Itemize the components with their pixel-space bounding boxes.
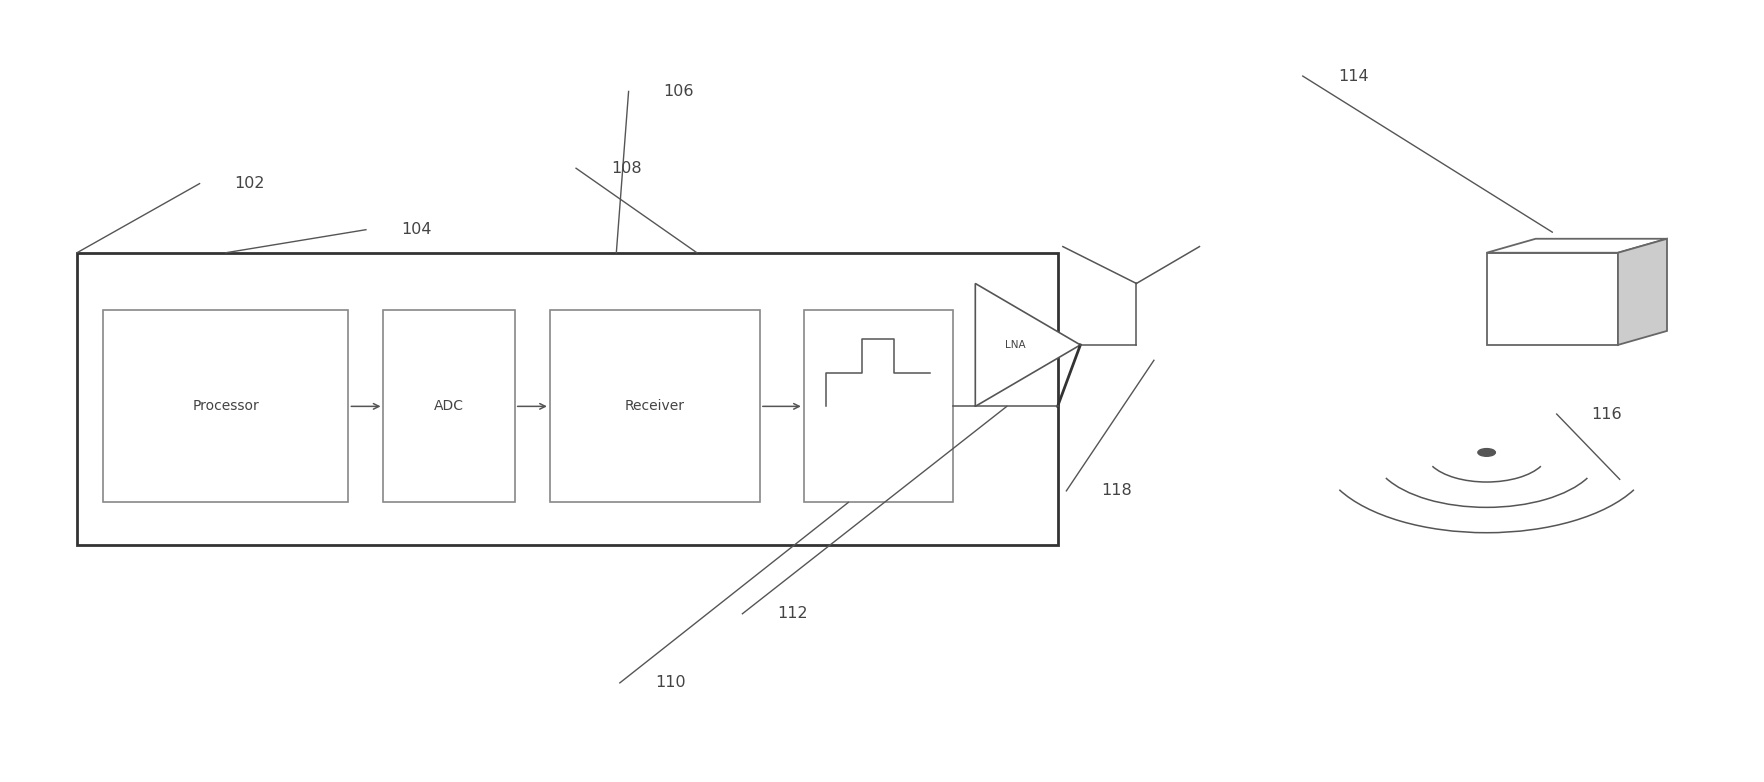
Text: 104: 104 [400, 222, 430, 237]
Polygon shape [1485, 239, 1665, 253]
Text: 102: 102 [235, 176, 265, 191]
Bar [549, 310, 760, 502]
Text: ADC: ADC [434, 400, 464, 414]
Text: 110: 110 [654, 676, 684, 691]
Text: 106: 106 [663, 84, 693, 99]
Bar [78, 253, 1057, 544]
Bar [104, 310, 348, 502]
Text: Processor: Processor [192, 400, 259, 414]
Bar [1485, 253, 1618, 345]
Text: 118: 118 [1101, 483, 1131, 498]
Circle shape [1476, 449, 1494, 456]
Text: LNA: LNA [1004, 340, 1025, 350]
Text: Receiver: Receiver [624, 400, 684, 414]
Polygon shape [1618, 239, 1665, 345]
Text: 116: 116 [1591, 407, 1621, 421]
Text: 108: 108 [610, 161, 642, 176]
Bar [383, 310, 515, 502]
Bar [803, 310, 953, 502]
Polygon shape [975, 283, 1080, 407]
Text: 114: 114 [1337, 69, 1367, 84]
Text: 112: 112 [776, 606, 808, 621]
